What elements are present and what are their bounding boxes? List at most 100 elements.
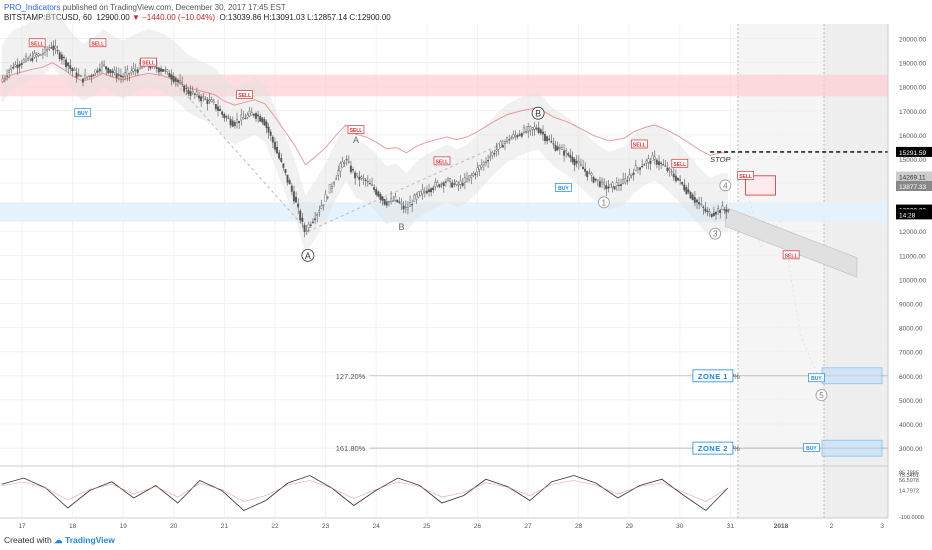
candle-body (16, 64, 19, 69)
candle-body (529, 126, 532, 131)
candle-body (284, 169, 287, 173)
candle-body (157, 67, 160, 73)
signal-box (140, 57, 157, 67)
candle-body (666, 167, 669, 172)
candle-body (592, 176, 595, 183)
candle-body (67, 62, 70, 67)
candle-body (242, 117, 245, 120)
candle-body (130, 70, 133, 73)
last-price: 12900.00 (96, 13, 130, 22)
candle-body (100, 62, 103, 68)
candle-body (468, 175, 470, 181)
candle-body (662, 164, 665, 166)
candle-body (710, 213, 713, 217)
candle-body (103, 64, 105, 66)
candle-body (657, 161, 660, 166)
candle-body (267, 126, 270, 133)
candle-body (176, 79, 179, 83)
candle-body (489, 156, 492, 159)
candle-body (683, 184, 686, 191)
stop-label: STOP (710, 155, 730, 164)
candle-body (594, 178, 597, 181)
candle-body (611, 182, 614, 188)
tradingview-brand: TradingView (64, 535, 115, 545)
candle-body (626, 180, 629, 182)
candle-body (438, 184, 441, 188)
candle-body (579, 164, 582, 166)
candle-body (124, 72, 127, 77)
candle-body (601, 179, 603, 184)
candle-body (358, 176, 361, 180)
candle-body (664, 165, 667, 167)
y-tick-label: 9000.00 (899, 302, 923, 309)
candle-body (518, 134, 521, 136)
candle-body (254, 113, 257, 119)
candle-body (624, 178, 627, 184)
candle-body (5, 75, 8, 77)
candle-body (461, 183, 464, 186)
y-tick-label: 19000.00 (899, 61, 926, 68)
candle-body (651, 155, 654, 161)
oscillator-signal-line (1, 480, 729, 502)
candle-body (354, 172, 357, 179)
candle-body (309, 224, 312, 226)
y-tick-label: 12000.00 (899, 229, 926, 236)
x-tick-label: 27 (524, 523, 532, 530)
candle-body (31, 57, 34, 62)
y-tick-label: 16000.00 (899, 133, 926, 140)
signal-box (74, 108, 92, 118)
candle-body (75, 72, 78, 78)
candle-body (655, 159, 658, 165)
candle-body (299, 210, 302, 221)
candle-body (377, 191, 380, 197)
signal-box (433, 156, 451, 166)
candle-body (324, 194, 327, 202)
publisher-link[interactable]: PRO_Indicators (4, 3, 61, 12)
candle-body (379, 193, 382, 200)
candle-body (687, 189, 690, 193)
candle-body (586, 170, 589, 177)
candle-body (474, 173, 477, 176)
signal-box (28, 38, 46, 48)
candle-body (212, 100, 215, 104)
candle-body (360, 176, 363, 179)
signal-label: SELL (739, 174, 752, 180)
candle-body (39, 54, 42, 56)
candle-body (470, 174, 473, 179)
candle-body (660, 162, 662, 164)
candle-body (506, 137, 508, 142)
candle-body (113, 69, 116, 73)
candle-body (702, 206, 705, 208)
y-tick-label: 3000.00 (899, 446, 923, 453)
candle-body (571, 156, 574, 163)
candle-body (582, 166, 584, 170)
candle-body (404, 206, 407, 209)
candle-body (676, 177, 679, 181)
candle-body (60, 54, 63, 60)
signal-label: SELL (142, 61, 155, 67)
candle-body (233, 122, 236, 126)
y-tick-label: 17000.00 (899, 109, 926, 116)
candle-body (430, 188, 433, 193)
candle-body (590, 172, 593, 176)
candle-body (183, 85, 186, 92)
tradingview-logo-icon: ☁ (54, 535, 63, 545)
y-tick-label: 6000.00 (899, 374, 923, 381)
support-band (0, 202, 888, 222)
candle-body (544, 133, 546, 141)
candle-body (238, 120, 240, 124)
signal-label: BUY (806, 446, 817, 452)
wave-label: 4 (723, 181, 728, 190)
candle-body (603, 181, 606, 185)
candle-body (94, 69, 97, 74)
candle-body (12, 66, 15, 69)
candle-body (345, 159, 348, 161)
candle-body (18, 63, 21, 67)
candle-body (510, 137, 513, 139)
candle-body (552, 143, 555, 145)
candle-body (381, 196, 384, 201)
zone-label-box (692, 441, 734, 455)
candle-body (541, 131, 544, 135)
signal-box (555, 183, 572, 192)
